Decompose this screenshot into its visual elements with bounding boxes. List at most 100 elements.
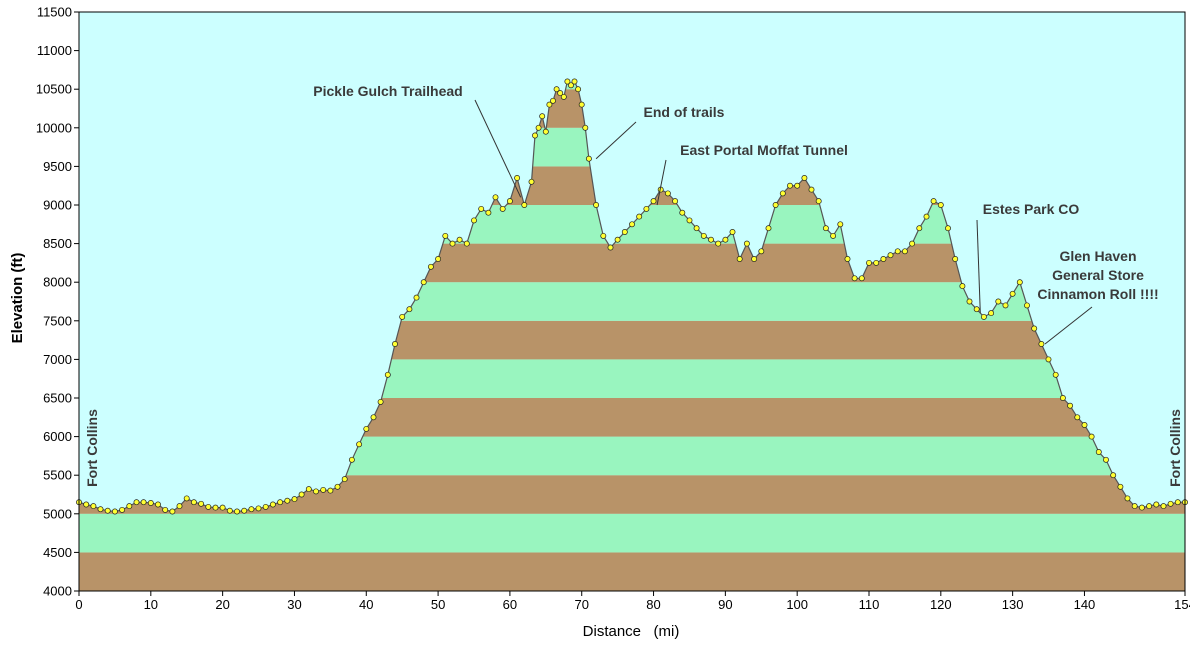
x-tick-label: 140 bbox=[1074, 597, 1096, 612]
data-point bbox=[966, 298, 973, 305]
data-point bbox=[722, 236, 729, 243]
annotation-end-of-trails: End of trails bbox=[644, 104, 725, 120]
data-point bbox=[126, 503, 133, 510]
data-point bbox=[708, 236, 714, 243]
x-tick-label: 40 bbox=[359, 597, 373, 612]
data-point bbox=[1103, 456, 1109, 463]
x-tick-label: 90 bbox=[718, 597, 732, 612]
data-point bbox=[560, 93, 567, 100]
data-point bbox=[327, 487, 334, 494]
data-point bbox=[269, 501, 276, 508]
elevation-band bbox=[79, 552, 1185, 591]
data-point bbox=[557, 90, 564, 97]
x-axis-title: Distance (mi) bbox=[583, 623, 680, 640]
data-point bbox=[234, 508, 240, 515]
data-point bbox=[858, 275, 865, 282]
y-tick-label: 9000 bbox=[43, 198, 72, 213]
data-point bbox=[392, 341, 398, 347]
data-point bbox=[169, 508, 176, 515]
data-point bbox=[894, 248, 901, 255]
data-point bbox=[873, 259, 880, 266]
data-point bbox=[550, 97, 556, 104]
annotation-leaders bbox=[474, 99, 1093, 345]
elevation-band bbox=[79, 513, 1185, 553]
data-point bbox=[1031, 325, 1038, 332]
data-point bbox=[700, 232, 707, 239]
x-tick-label: 10 bbox=[144, 597, 158, 612]
data-point bbox=[162, 506, 169, 513]
annotation-general-store: General Store bbox=[1052, 267, 1144, 283]
y-tick-label: 5500 bbox=[43, 468, 72, 483]
data-point bbox=[183, 495, 190, 502]
x-tick-label: 70 bbox=[574, 597, 588, 612]
data-point bbox=[485, 209, 492, 216]
data-point bbox=[111, 508, 118, 515]
data-point bbox=[743, 240, 750, 247]
data-point bbox=[205, 503, 212, 510]
annotation-cinnamon-roll: Cinnamon Roll !!!! bbox=[1037, 286, 1158, 302]
x-tick-label: 30 bbox=[287, 597, 301, 612]
annotation-estes-park: Estes Park CO bbox=[983, 201, 1080, 217]
data-point bbox=[808, 186, 815, 193]
y-tick-label: 11000 bbox=[37, 43, 72, 58]
data-point bbox=[568, 82, 574, 89]
y-tick-label: 6500 bbox=[43, 391, 72, 406]
x-tick-label: 120 bbox=[930, 597, 952, 612]
data-point bbox=[384, 371, 391, 378]
data-point bbox=[356, 441, 363, 448]
data-point bbox=[370, 414, 377, 421]
data-point bbox=[880, 256, 887, 262]
data-point bbox=[772, 202, 779, 208]
data-point bbox=[1117, 483, 1124, 490]
data-point bbox=[535, 124, 542, 131]
annotation-leader bbox=[976, 219, 981, 314]
data-point bbox=[305, 486, 312, 493]
data-point bbox=[866, 259, 872, 266]
data-point bbox=[937, 202, 944, 208]
data-point bbox=[801, 175, 808, 181]
data-point bbox=[564, 78, 571, 85]
x-axis: 0 10 20 30 40 50 60 70 80 90 100 110 120 130 140 154 bbox=[75, 591, 1190, 612]
data-point bbox=[650, 198, 657, 205]
data-point bbox=[909, 240, 916, 247]
data-point bbox=[277, 499, 284, 506]
data-point bbox=[575, 86, 582, 93]
data-point bbox=[1038, 341, 1045, 347]
x-tick-label: 80 bbox=[646, 597, 660, 612]
data-point bbox=[313, 488, 319, 495]
y-tick-label: 10500 bbox=[36, 82, 72, 97]
data-point bbox=[542, 128, 549, 135]
data-point bbox=[471, 217, 477, 224]
data-point bbox=[1009, 290, 1016, 297]
y-tick-label: 8000 bbox=[43, 275, 72, 290]
y-tick-label: 4000 bbox=[43, 584, 72, 599]
data-point bbox=[291, 496, 298, 503]
data-point bbox=[887, 252, 894, 259]
data-point bbox=[1124, 495, 1131, 502]
data-point bbox=[377, 398, 384, 405]
data-point bbox=[815, 198, 822, 205]
data-point bbox=[571, 78, 578, 85]
data-point bbox=[334, 483, 341, 490]
data-point bbox=[585, 155, 592, 162]
data-point bbox=[406, 306, 413, 313]
data-point bbox=[176, 503, 183, 510]
vertical-label-end: Fort Collins bbox=[1167, 409, 1183, 487]
data-point bbox=[593, 202, 600, 208]
data-point bbox=[636, 213, 643, 220]
data-point bbox=[822, 225, 829, 232]
data-point bbox=[320, 486, 327, 493]
data-point bbox=[341, 476, 348, 483]
data-point bbox=[614, 236, 621, 243]
data-point bbox=[284, 497, 291, 504]
data-point bbox=[248, 506, 255, 513]
data-points bbox=[76, 78, 1188, 515]
data-point bbox=[600, 232, 607, 239]
data-point bbox=[413, 294, 420, 301]
annotation-pickle-gulch-trailhead: Pickle Gulch Trailhead bbox=[313, 83, 462, 99]
data-point bbox=[1088, 433, 1095, 440]
y-tick-label: 7000 bbox=[43, 352, 72, 367]
x-tick-label: 50 bbox=[431, 597, 445, 612]
data-point bbox=[546, 101, 553, 108]
data-point bbox=[155, 501, 161, 508]
